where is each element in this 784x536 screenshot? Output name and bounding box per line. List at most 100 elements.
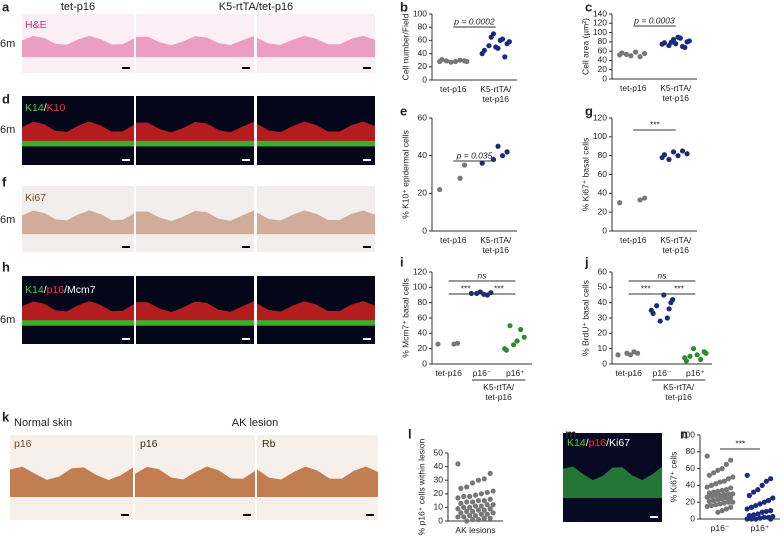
data-point [661, 152, 668, 158]
data-point [664, 315, 670, 321]
data-point [478, 503, 484, 509]
data-point [761, 499, 767, 505]
data-point [666, 156, 672, 163]
panel-letter: g [585, 103, 593, 118]
data-point [686, 38, 692, 44]
y-tick-label: 100 [593, 131, 607, 141]
y-tick-label: 40 [418, 48, 428, 58]
data-point [677, 35, 683, 41]
column-header: K5-rtTA/tet-p16 [219, 1, 293, 13]
stain-label-part: K14 [25, 102, 44, 114]
data-point [461, 504, 467, 510]
data-point [706, 498, 712, 504]
x-tick-label: K5-rtTA/ tet-p16 [660, 235, 692, 255]
data-point [490, 502, 496, 508]
data-point [721, 500, 727, 506]
stain-label: K14/p16/Mcm7 [25, 284, 96, 296]
data-point [690, 346, 697, 352]
data-point [468, 290, 474, 297]
epidermis [257, 121, 375, 147]
data-point [719, 508, 725, 514]
data-point [435, 341, 441, 347]
stain-label: Ki67 [25, 192, 46, 204]
data-point [715, 467, 721, 473]
data-point [694, 352, 700, 358]
y-axis-label: % BrdU⁺ basal cells [580, 280, 590, 356]
significance-label: ns [478, 270, 488, 280]
data-point [478, 511, 484, 517]
data-point [687, 353, 693, 359]
data-point [469, 508, 476, 515]
epidermis [22, 121, 134, 147]
data-point [661, 40, 668, 46]
y-tick-label: 120 [413, 266, 427, 276]
x-tick-label: tet-p16 [440, 235, 467, 245]
panel-letter: m [565, 426, 577, 441]
panel-letter: k [2, 409, 10, 424]
y-axis-label: Cell area (µm²) [580, 18, 590, 75]
x-tick-label: AK lesions [455, 525, 496, 535]
stain-label-part: / [44, 102, 47, 114]
x-tick-label: K5-rtTA/ tet-p16 [480, 235, 512, 255]
age-label: 6m [0, 314, 15, 326]
data-point [484, 502, 490, 508]
column-header: Normal skin [14, 417, 72, 429]
data-point [759, 509, 765, 515]
data-point [486, 43, 492, 49]
data-point [514, 338, 520, 344]
y-tick-label: 0 [602, 358, 607, 368]
stain-label-part: p16 [140, 438, 158, 450]
data-point [452, 58, 459, 65]
data-point [472, 492, 479, 498]
data-point [472, 512, 479, 519]
data-point [728, 495, 734, 501]
data-point [628, 53, 634, 59]
data-point [763, 508, 770, 515]
data-point [683, 358, 690, 364]
stain-label: K14/K10 [25, 102, 65, 114]
data-point [703, 350, 709, 356]
data-point [725, 491, 732, 497]
epidermis [257, 35, 375, 58]
panel-letter: i [400, 254, 404, 269]
basal-layer [136, 320, 254, 326]
epidermis [135, 466, 255, 498]
data-point [704, 484, 710, 490]
x-tick-label: p16⁻ [652, 368, 672, 378]
data-point [487, 496, 493, 502]
data-point [765, 497, 772, 504]
data-point [757, 501, 763, 507]
data-point [706, 472, 712, 478]
significance-label: *** [494, 283, 505, 293]
y-tick-label: 10 [598, 343, 608, 353]
y-tick-label: 40 [598, 188, 608, 198]
data-point [490, 510, 496, 516]
data-point [757, 515, 763, 521]
data-point [481, 498, 487, 504]
data-point [755, 511, 761, 517]
stain-label-part: Rb [262, 438, 276, 450]
y-tick-label: 20 [418, 61, 428, 71]
data-point [751, 489, 757, 495]
data-point [746, 492, 752, 499]
data-point [668, 39, 674, 45]
y-tick-label: 50 [598, 282, 608, 292]
data-point [455, 495, 461, 501]
data-point [451, 341, 457, 347]
data-point [481, 507, 487, 513]
panel-letter: d [2, 91, 10, 106]
stain-label: K14/p16/Ki67 [567, 437, 630, 449]
y-tick-label: 30 [434, 474, 444, 484]
epidermis [136, 35, 254, 58]
x-tick-label: K5-rtTA/ tet-p16 [480, 84, 512, 104]
epidermis [136, 301, 254, 326]
data-point [490, 488, 496, 494]
y-tick-label: 40 [598, 297, 608, 307]
epidermis [22, 301, 134, 326]
panel-letter: e [400, 103, 407, 118]
data-point [670, 149, 677, 155]
data-point [698, 356, 704, 362]
data-point [730, 474, 736, 480]
age-label: 6m [0, 124, 15, 136]
data-point [469, 517, 476, 523]
